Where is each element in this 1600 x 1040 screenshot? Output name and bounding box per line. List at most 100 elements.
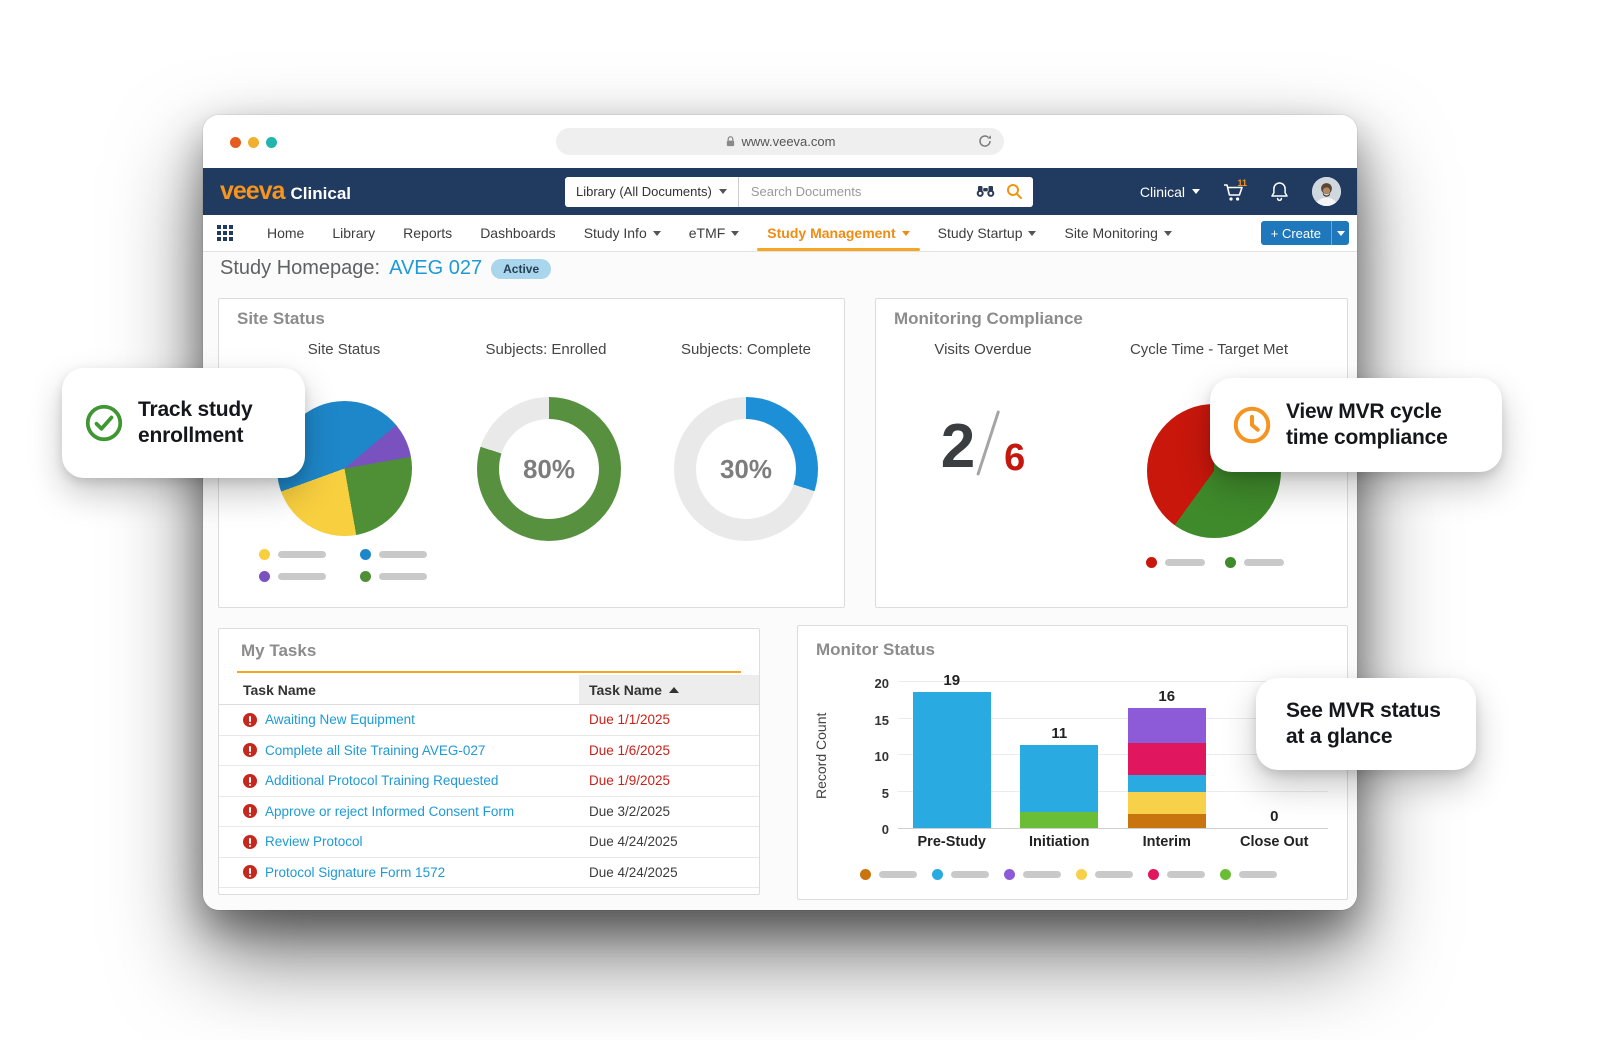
legend-dot — [1076, 869, 1087, 880]
legend-dot — [932, 869, 943, 880]
panel-title: Monitor Status — [816, 640, 935, 659]
chart-label: Subjects: Enrolled — [485, 341, 607, 358]
bar-segment[interactable] — [1127, 814, 1206, 828]
column-header-task-name-sorted[interactable]: Task Name — [579, 675, 759, 704]
subjects-enrolled-donut-chart[interactable]: 80% — [477, 397, 621, 541]
legend-label-pill — [1023, 871, 1061, 878]
search-scope-dropdown[interactable]: Library (All Documents) — [565, 176, 739, 207]
bar-value-label: 11 — [1051, 724, 1068, 742]
task-due-date: Due 3/2/2025 — [589, 803, 671, 819]
create-button[interactable]: + Create — [1260, 221, 1349, 245]
clock-icon — [1232, 405, 1272, 445]
x-axis-tick-label: Initiation — [1029, 834, 1090, 850]
bar[interactable] — [1127, 707, 1206, 828]
legend-dot — [1004, 869, 1015, 880]
tasks-rows: Awaiting New Equipment Due 1/1/2025 Comple… — [219, 705, 759, 888]
reload-icon[interactable] — [978, 134, 992, 148]
panel-title: Site Status — [237, 309, 325, 328]
cart-icon[interactable]: 11 — [1222, 178, 1248, 203]
chevron-down-icon — [901, 230, 910, 236]
advanced-search-icon[interactable] — [975, 185, 996, 198]
global-search: Library (All Documents) — [565, 176, 1033, 207]
task-link[interactable]: Review Protocol — [265, 834, 363, 850]
monitor-status-panel: Monitor Status Record Count 0 5 10 15 20 19 1… — [797, 625, 1348, 900]
bar-segment[interactable] — [1020, 744, 1099, 812]
overdue-exclamation-icon — [243, 804, 257, 819]
breadcrumb: Study Homepage: AVEG 027 Active — [220, 257, 552, 280]
kpi-value: 2 — [940, 412, 976, 482]
task-link[interactable]: Additional Protocol Training Requested — [265, 773, 499, 789]
callout-track-enrollment: Track study enrollment — [62, 368, 305, 478]
bar-value-label: 19 — [943, 672, 961, 690]
y-ticks: 0 5 10 15 20 — [853, 676, 889, 837]
task-link[interactable]: Protocol Signature Form 1572 — [265, 864, 446, 880]
legend-item — [860, 869, 917, 880]
nav-item-library[interactable]: Library — [332, 225, 376, 241]
gridline — [898, 681, 1328, 682]
study-id-link[interactable]: AVEG 027 — [389, 257, 483, 279]
bar-segment[interactable] — [1127, 774, 1206, 792]
subjects-complete-donut-chart[interactable]: 30% — [674, 397, 818, 541]
nav-item-study-startup[interactable]: Study Startup — [924, 215, 1051, 251]
task-link[interactable]: Approve or reject Informed Consent Form — [265, 803, 515, 819]
bar-segment[interactable] — [1020, 811, 1099, 828]
create-button-label[interactable]: + Create — [1260, 221, 1331, 245]
minimize-window-button[interactable] — [248, 137, 259, 148]
legend-label-pill — [1095, 871, 1133, 878]
donut-percent-label: 80% — [522, 453, 576, 484]
nav-items: Home Library Reports Dashboards Study Info eT… — [253, 215, 1186, 251]
nav-item-etmf[interactable]: eTMF — [675, 215, 754, 251]
app-header: veeva Clinical Library (All Documents) — [203, 168, 1357, 215]
bar-segment[interactable] — [1127, 742, 1206, 775]
visits-overdue-kpi: 2 6 — [940, 409, 1025, 482]
task-due-date: Due 4/24/2025 — [589, 864, 678, 880]
nav-item-study-info[interactable]: Study Info — [570, 215, 675, 251]
column-header-task-name[interactable]: Task Name — [243, 681, 316, 698]
task-link[interactable]: Complete all Site Training AVEG-027 — [265, 742, 486, 758]
bar-segment[interactable] — [1127, 707, 1206, 743]
bar-chart-plot: 19 11 16 0 — [898, 672, 1328, 829]
legend-dot — [1225, 557, 1236, 568]
app-launcher-icon[interactable] — [217, 225, 233, 241]
brand-logo[interactable]: veeva Clinical — [220, 177, 351, 206]
app-context-dropdown[interactable]: Clinical — [1140, 184, 1200, 200]
create-dropdown-toggle[interactable] — [1331, 221, 1349, 245]
close-window-button[interactable] — [230, 137, 241, 148]
legend-dot — [360, 549, 371, 560]
address-bar[interactable]: www.veeva.com — [556, 128, 1004, 155]
bar[interactable] — [1020, 744, 1099, 828]
bar[interactable] — [912, 692, 991, 828]
task-row: Complete all Site Training AVEG-027 Due 1… — [219, 736, 759, 766]
nav-item-home[interactable]: Home — [267, 225, 305, 241]
chevron-down-icon — [1163, 230, 1172, 236]
notifications-icon[interactable] — [1270, 181, 1290, 203]
bar-column: 19 — [902, 672, 1002, 828]
nav-item-reports[interactable]: Reports — [403, 225, 453, 241]
legend-item — [1225, 557, 1284, 568]
legend-item — [1076, 869, 1133, 880]
chevron-down-icon — [1192, 189, 1200, 194]
search-input[interactable] — [738, 184, 975, 199]
y-axis-tick-label: 20 — [874, 676, 889, 691]
bar-segment[interactable] — [1127, 791, 1206, 815]
legend-item — [1004, 869, 1061, 880]
brand-suffix: Clinical — [290, 184, 351, 203]
bar-segment[interactable] — [912, 692, 991, 828]
bar-column: 16 — [1117, 688, 1217, 828]
nav-item-dashboards[interactable]: Dashboards — [480, 225, 556, 241]
nav-item-study-management[interactable]: Study Management — [753, 215, 923, 251]
task-link[interactable]: Awaiting New Equipment — [265, 712, 415, 728]
x-axis-tick-label: Close Out — [1240, 834, 1309, 850]
user-avatar[interactable] — [1312, 177, 1341, 206]
zoom-window-button[interactable] — [266, 137, 277, 148]
legend-dot — [1220, 869, 1231, 880]
search-icon[interactable] — [1006, 183, 1023, 200]
legend-label-pill — [951, 871, 989, 878]
legend-dot — [860, 869, 871, 880]
nav-item-site-monitoring[interactable]: Site Monitoring — [1050, 215, 1185, 251]
bar-column: 11 — [1009, 725, 1109, 828]
legend-item — [360, 549, 427, 560]
overdue-exclamation-icon — [243, 743, 257, 758]
kpi-slash — [976, 410, 1001, 476]
